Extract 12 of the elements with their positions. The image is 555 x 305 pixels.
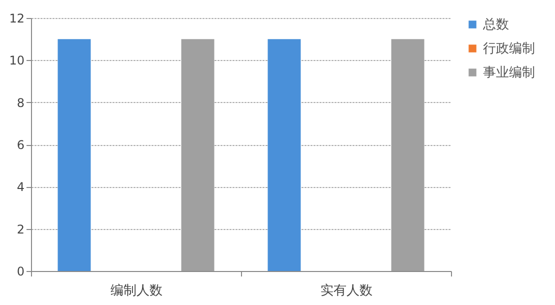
legend-label: 行政编制 (483, 42, 535, 56)
y-tick-label: 12 (9, 12, 24, 26)
y-tick-label: 8 (16, 96, 24, 110)
y-tick-label: 2 (16, 222, 24, 236)
x-tick-label: 实有人数 (320, 284, 372, 298)
y-tick-label: 4 (16, 180, 24, 194)
y-tick-label: 6 (16, 138, 24, 152)
legend-label: 事业编制 (483, 66, 535, 80)
y-tick-label: 10 (9, 54, 24, 68)
legend-label: 总数 (482, 18, 509, 32)
x-tick-label: 编制人数 (110, 284, 162, 298)
y-tick-label: 0 (16, 264, 24, 278)
